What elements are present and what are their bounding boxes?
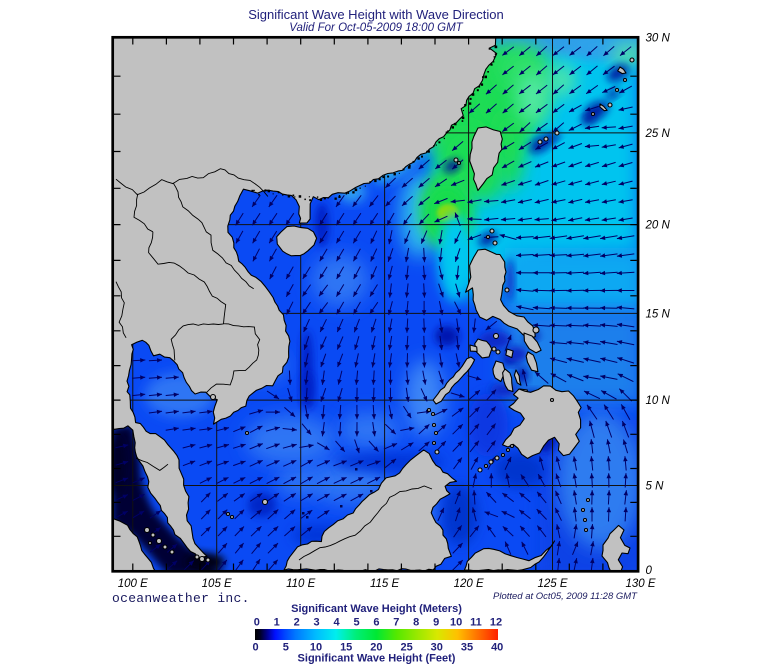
svg-text:35: 35 <box>461 642 473 654</box>
svg-text:8: 8 <box>413 617 419 629</box>
svg-text:30 N: 30 N <box>646 33 671 45</box>
svg-text:4: 4 <box>333 617 340 629</box>
svg-text:30: 30 <box>431 642 443 654</box>
svg-text:10 N: 10 N <box>646 395 671 407</box>
svg-text:1: 1 <box>274 617 280 629</box>
svg-text:105 E: 105 E <box>202 578 232 590</box>
svg-text:11: 11 <box>470 617 482 629</box>
svg-text:Significant Wave Height with W: Significant Wave Height with Wave Direct… <box>248 7 504 22</box>
svg-text:Significant Wave Height (Meter: Significant Wave Height (Meters) <box>291 603 462 615</box>
svg-text:9: 9 <box>433 617 439 629</box>
svg-text:0: 0 <box>254 617 260 629</box>
svg-text:oceanweather inc.: oceanweather inc. <box>112 591 250 606</box>
svg-text:7: 7 <box>393 617 399 629</box>
svg-text:Valid For Oct-05-2009 18:00 GM: Valid For Oct-05-2009 18:00 GMT <box>289 22 463 34</box>
svg-text:12: 12 <box>490 617 502 629</box>
svg-text:5: 5 <box>353 617 359 629</box>
svg-text:5 N: 5 N <box>646 481 665 493</box>
svg-text:0: 0 <box>646 565 653 577</box>
svg-text:125 E: 125 E <box>537 578 567 590</box>
svg-text:110 E: 110 E <box>286 578 316 590</box>
svg-text:10: 10 <box>450 617 462 629</box>
svg-text:10: 10 <box>310 642 322 654</box>
svg-text:3: 3 <box>314 617 320 629</box>
svg-text:2: 2 <box>294 617 300 629</box>
svg-text:15: 15 <box>340 642 352 654</box>
svg-text:0: 0 <box>253 642 259 654</box>
svg-text:40: 40 <box>491 642 503 654</box>
svg-text:120 E: 120 E <box>454 578 484 590</box>
svg-text:5: 5 <box>283 642 289 654</box>
svg-text:130 E: 130 E <box>625 578 655 590</box>
svg-text:100 E: 100 E <box>118 578 148 590</box>
svg-text:Plotted at Oct05, 2009 11:28 G: Plotted at Oct05, 2009 11:28 GMT <box>493 591 638 602</box>
svg-text:15 N: 15 N <box>646 308 671 320</box>
svg-text:25: 25 <box>400 642 412 654</box>
svg-text:6: 6 <box>373 617 379 629</box>
svg-text:Significant Wave Height (Feet): Significant Wave Height (Feet) <box>298 653 456 665</box>
svg-text:20: 20 <box>370 642 382 654</box>
svg-text:20 N: 20 N <box>645 220 671 232</box>
svg-text:115 E: 115 E <box>370 578 400 590</box>
svg-text:25 N: 25 N <box>645 128 671 140</box>
